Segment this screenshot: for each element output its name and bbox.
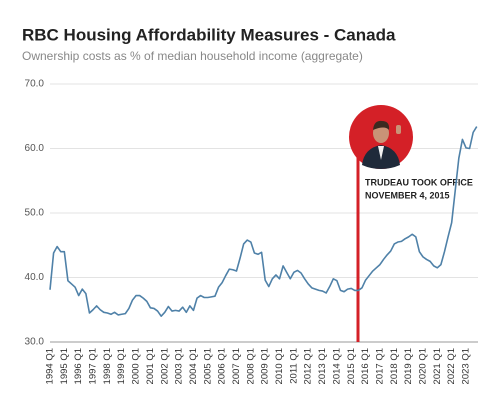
x-tick-label: 2005 Q1 xyxy=(202,348,213,384)
x-tick-label: 2015 Q1 xyxy=(346,348,357,384)
x-tick-label: 1996 Q1 xyxy=(73,348,84,384)
y-tick-label: 60.0 xyxy=(25,143,45,154)
x-tick-label: 2014 Q1 xyxy=(331,348,342,384)
chart-subtitle: Ownership costs as % of median household… xyxy=(22,49,363,63)
x-tick-label: 2011 Q1 xyxy=(288,348,299,384)
x-tick-label: 2013 Q1 xyxy=(317,348,328,384)
x-tick-label: 2008 Q1 xyxy=(245,348,256,384)
data-line xyxy=(49,126,478,317)
x-tick-label: 2007 Q1 xyxy=(231,348,242,384)
x-tick-label: 1997 Q1 xyxy=(88,348,99,384)
x-tick-label: 2000 Q1 xyxy=(131,348,142,384)
annotation-text: NOVEMBER 4, 2015 xyxy=(365,190,450,200)
x-tick-label: 2018 Q1 xyxy=(389,348,400,384)
y-tick-label: 30.0 xyxy=(25,337,45,348)
x-tick-label: 1999 Q1 xyxy=(116,348,127,384)
x-tick-label: 2019 Q1 xyxy=(403,348,414,384)
x-tick-label: 2022 Q1 xyxy=(446,348,457,384)
x-tick-label: 2017 Q1 xyxy=(374,348,385,384)
x-tick-label: 2004 Q1 xyxy=(188,348,199,384)
y-tick-label: 40.0 xyxy=(25,272,45,283)
annotation-text: TRUDEAU TOOK OFFICE xyxy=(365,177,473,187)
x-tick-label: 2016 Q1 xyxy=(360,348,371,384)
chart-title: RBC Housing Affordability Measures - Can… xyxy=(22,25,396,44)
x-tick-label: 2012 Q1 xyxy=(303,348,314,384)
x-tick-label: 2021 Q1 xyxy=(432,348,443,384)
y-tick-label: 50.0 xyxy=(25,208,45,219)
x-tick-label: 2002 Q1 xyxy=(159,348,170,384)
x-tick-label: 2023 Q1 xyxy=(461,348,472,384)
x-tick-label: 2009 Q1 xyxy=(260,348,271,384)
x-tick-label: 2001 Q1 xyxy=(145,348,156,384)
portrait xyxy=(349,105,413,169)
x-tick-label: 1998 Q1 xyxy=(102,348,113,384)
y-tick-label: 70.0 xyxy=(25,79,45,90)
x-tick-label: 2006 Q1 xyxy=(217,348,228,384)
x-tick-label: 2010 Q1 xyxy=(274,348,285,384)
x-tick-label: 2003 Q1 xyxy=(174,348,185,384)
x-tick-label: 1995 Q1 xyxy=(59,348,70,384)
x-tick-label: 2020 Q1 xyxy=(417,348,428,384)
x-tick-label: 1994 Q1 xyxy=(45,348,56,384)
